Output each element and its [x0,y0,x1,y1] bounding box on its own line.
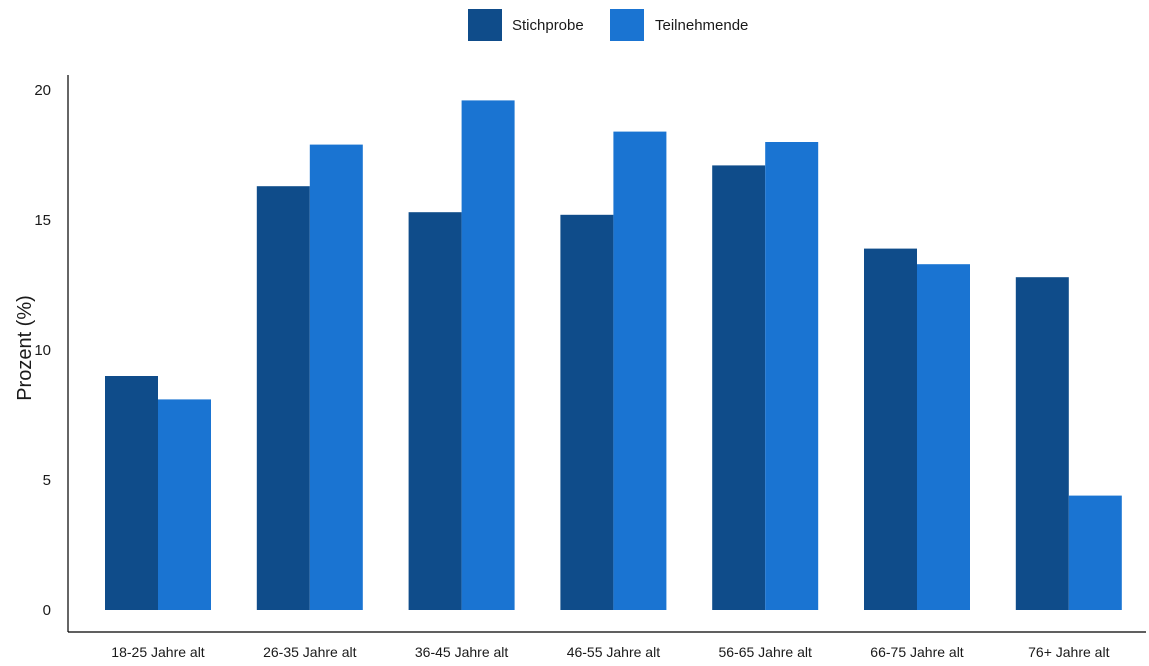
y-tick-label: 5 [43,472,51,489]
legend-label-stichprobe: Stichprobe [512,17,584,34]
x-tick-label: 26-35 Jahre alt [263,644,357,660]
x-tick-label: 18-25 Jahre alt [111,644,205,660]
x-tick-label: 56-65 Jahre alt [718,644,812,660]
y-tick-label: 0 [43,602,51,619]
bars [105,100,1122,611]
bar-teilnehmende-3 [461,100,515,611]
bar-teilnehmende-4 [613,131,667,610]
legend-swatch-stichprobe [468,9,502,41]
y-tick-label: 15 [34,212,51,229]
x-tick-label: 46-55 Jahre alt [567,644,661,660]
legend: Stichprobe Teilnehmende [468,9,748,41]
bar-stichprobe-4 [560,214,614,611]
bar-stichprobe-1 [105,376,158,610]
legend-swatch-teilnehmende [610,9,644,41]
x-tick-label: 76+ Jahre alt [1028,644,1109,660]
bar-stichprobe-7 [1015,277,1069,610]
bar-stichprobe-2 [256,186,310,610]
bar-stichprobe-6 [864,248,917,610]
bar-teilnehmende-7 [1068,495,1122,610]
bar-stichprobe-3 [408,212,462,610]
bar-teilnehmende-6 [917,264,970,610]
legend-label-teilnehmende: Teilnehmende [655,17,748,34]
bar-teilnehmende-1 [158,399,211,610]
y-axis-title: Prozent (%) [14,295,36,401]
y-axis: 0 5 10 15 20 [34,75,69,632]
y-tick-label: 20 [34,82,51,99]
y-tick-label: 10 [34,342,51,359]
x-axis: 18-25 Jahre alt 26-35 Jahre alt 36-45 Jahr… [68,631,1146,660]
bar-stichprobe-5 [712,165,766,610]
x-tick-label: 36-45 Jahre alt [415,644,509,660]
bar-teilnehmende-5 [765,142,819,610]
x-tick-label: 66-75 Jahre alt [870,644,964,660]
bar-teilnehmende-2 [309,144,363,610]
